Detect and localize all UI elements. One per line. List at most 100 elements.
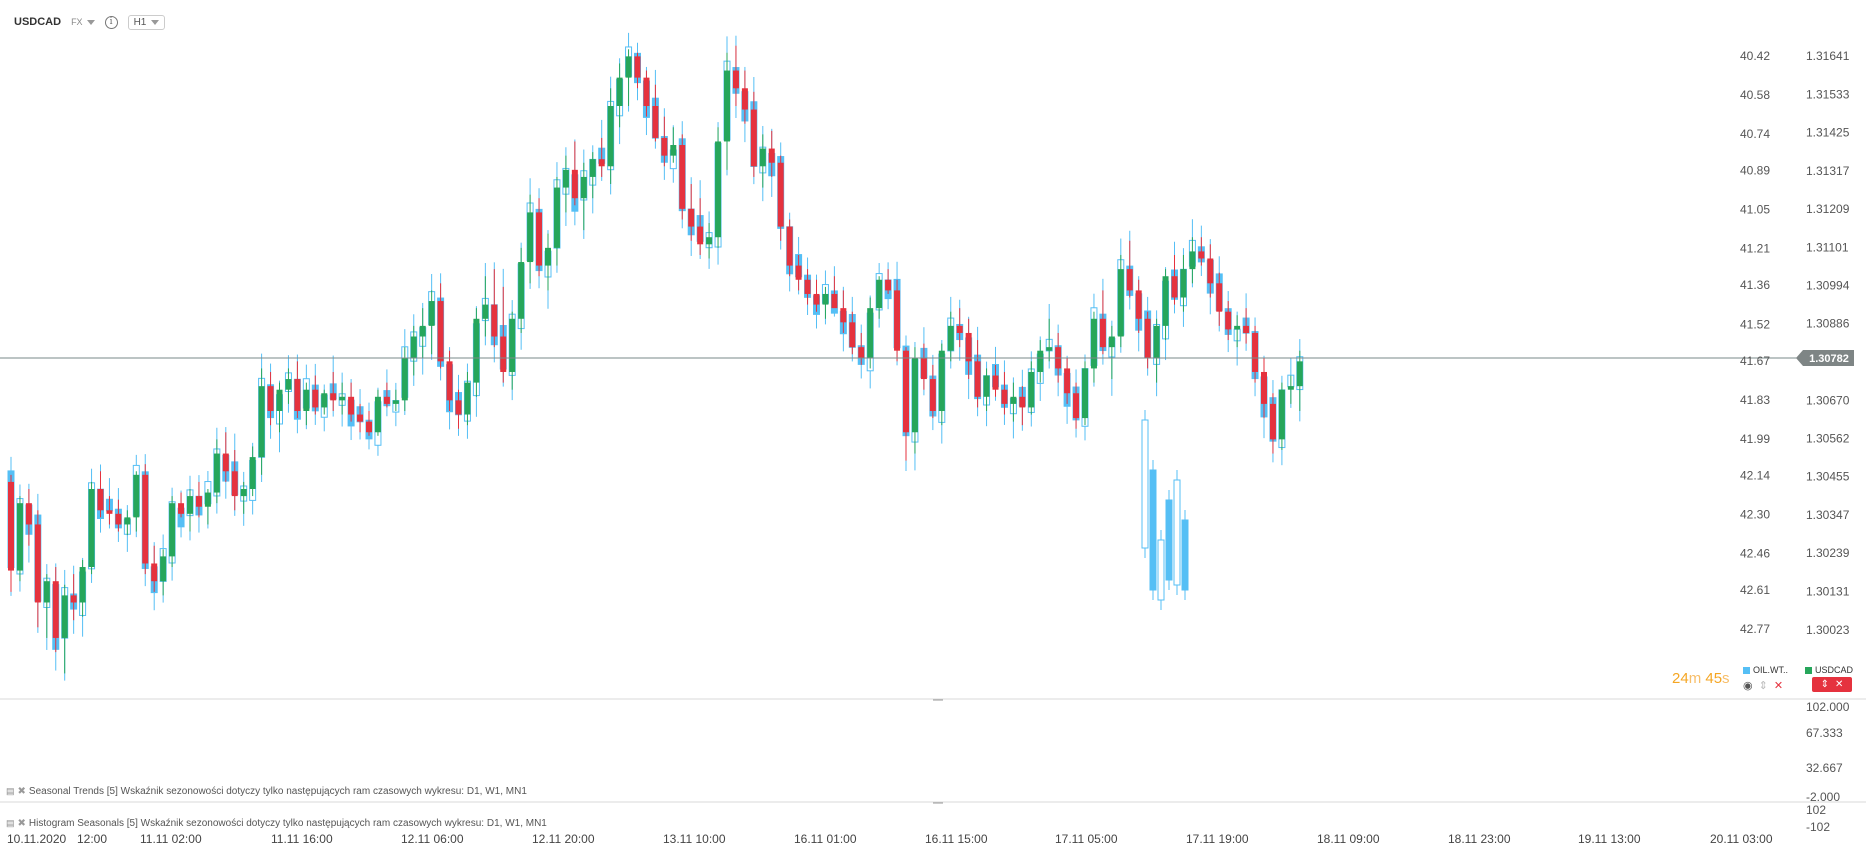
- chart-toolbar: USDCAD FX i H1: [14, 12, 166, 32]
- usdcad-color-swatch: [1805, 666, 1812, 674]
- usdcad-candle: [88, 489, 95, 568]
- seasonal-tick-2: 32.667: [1806, 761, 1843, 775]
- usdcad-candle: [258, 386, 265, 458]
- usdcad-candle: [715, 141, 722, 238]
- price-tick-label: 1.30670: [1806, 393, 1850, 407]
- usdcad-candle: [303, 389, 310, 411]
- usdcad-candle: [1189, 251, 1196, 270]
- price-tick-label: 1.30131: [1806, 584, 1850, 598]
- timeframe-dropdown[interactable]: H1: [127, 14, 166, 30]
- usdcad-candle: [536, 212, 543, 266]
- usdcad-candle: [867, 308, 874, 358]
- symbol-label[interactable]: USDCAD: [14, 16, 62, 28]
- time-tick-label: 18.11 09:00: [1317, 832, 1380, 846]
- usdcad-candle: [831, 293, 838, 309]
- usdcad-candle: [70, 595, 77, 603]
- legend-oil[interactable]: OIL.WT..: [1743, 665, 1788, 675]
- time-tick-label: 12.11 06:00: [401, 832, 464, 846]
- oil-candle: [1181, 519, 1189, 591]
- chevron-down-icon: [151, 19, 160, 25]
- usdcad-legend-label: USDCAD: [1815, 665, 1854, 675]
- usdcad-candle: [661, 137, 668, 156]
- usdcad-candle: [374, 396, 381, 433]
- close-icon[interactable]: ✖: [17, 786, 26, 797]
- oil-tick-label: 40.74: [1740, 127, 1770, 141]
- usdcad-candle: [16, 503, 23, 571]
- usdcad-candle: [813, 293, 820, 305]
- usdcad-candle: [160, 556, 167, 582]
- usdcad-candle: [1135, 290, 1142, 319]
- usdcad-candle: [142, 474, 149, 564]
- usdcad-candle: [294, 379, 301, 411]
- close-icon[interactable]: ✕: [1835, 679, 1844, 690]
- usdcad-candle: [724, 70, 730, 142]
- usdcad-candle: [97, 489, 104, 511]
- up-down-arrows-icon[interactable]: ⇕: [1820, 679, 1829, 690]
- indicator-settings-icon[interactable]: ▤: [6, 786, 15, 796]
- up-down-arrows-icon[interactable]: ⇕: [1758, 680, 1768, 692]
- price-tick-label: 1.31317: [1806, 164, 1850, 178]
- oil-tick-label: 41.67: [1740, 354, 1770, 368]
- usdcad-candle: [840, 308, 847, 323]
- usdcad-candle: [124, 517, 131, 525]
- timer-seconds: 45: [1705, 670, 1723, 687]
- usdcad-candle: [1162, 276, 1169, 326]
- usdcad-candle: [1216, 283, 1223, 312]
- seasonal-trends-text: Seasonal Trends [5] Wskaźnik sezonowości…: [28, 786, 527, 797]
- close-icon[interactable]: ✖: [17, 818, 26, 829]
- usdcad-candle: [1082, 368, 1088, 419]
- usdcad-candle: [670, 145, 677, 156]
- usdcad-candle: [992, 375, 999, 390]
- usdcad-candle: [616, 77, 623, 107]
- usdcad-candle: [1090, 318, 1097, 369]
- usdcad-candle: [974, 361, 981, 397]
- usdcad-candle: [1126, 269, 1133, 291]
- eye-icon[interactable]: ◉: [1743, 680, 1753, 692]
- usdcad-candle: [759, 148, 766, 167]
- time-tick-label: 20.11 03:00: [1710, 832, 1773, 846]
- oil-candle: [1141, 419, 1149, 549]
- oil-tick-label: 40.89: [1740, 164, 1770, 178]
- indicator-settings-icon[interactable]: ▤: [6, 818, 15, 828]
- time-tick-label: 13.11 10:00: [663, 832, 726, 846]
- usdcad-candle: [795, 265, 802, 280]
- market-dropdown[interactable]: FX: [71, 17, 95, 27]
- usdcad-candle: [706, 237, 713, 245]
- timeframe-label: H1: [133, 16, 147, 28]
- histogram-tick-0: 102: [1806, 803, 1826, 817]
- usdcad-candle: [339, 396, 346, 401]
- usdcad-candle: [894, 290, 901, 351]
- usdcad-candle: [276, 389, 283, 411]
- time-axis: 10.11.2020 12:00 11.11 02:00 11.11 16:00 12.…: [7, 832, 1773, 846]
- usdcad-candle: [1001, 389, 1008, 404]
- seasonal-tick-1: 67.333: [1806, 726, 1843, 740]
- usdcad-candle: [956, 325, 963, 333]
- usdcad-candle: [187, 496, 193, 514]
- usdcad-candle: [1252, 332, 1259, 372]
- usdcad-candle: [929, 379, 936, 411]
- candle-countdown-timer: 24m 45s: [1672, 670, 1730, 687]
- usdcad-candle: [768, 148, 775, 163]
- usdcad-legend-controls[interactable]: ⇕ ✕: [1812, 677, 1852, 692]
- price-tick-label: 1.31209: [1806, 202, 1850, 216]
- usdcad-candle: [625, 56, 632, 78]
- oil-legend-controls: ◉ ⇕ ✕: [1743, 679, 1783, 692]
- usdcad-candle: [178, 503, 185, 514]
- histogram-seasonals-text: Histogram Seasonals [5] Wskaźnik sezonow…: [28, 818, 547, 829]
- oil-candle: [1165, 499, 1173, 581]
- usdcad-candle: [741, 88, 748, 110]
- histogram-seasonals-label: ▤ ✖ Histogram Seasonals [5] Wskaźnik sez…: [6, 818, 547, 829]
- timer-m-unit: m: [1688, 670, 1702, 687]
- usdcad-candle: [500, 336, 507, 372]
- usdcad-candle: [330, 393, 337, 401]
- info-icon[interactable]: i: [104, 15, 118, 29]
- price-tick-label: 1.31101: [1806, 241, 1849, 255]
- usdcad-candle: [1108, 336, 1115, 348]
- close-icon[interactable]: ✕: [1773, 680, 1784, 692]
- usdcad-candle: [222, 453, 229, 472]
- usdcad-candle: [1198, 251, 1205, 259]
- usdcad-candle: [1261, 371, 1267, 404]
- usdcad-candle: [1153, 325, 1160, 358]
- legend-usdcad[interactable]: USDCAD: [1805, 665, 1853, 675]
